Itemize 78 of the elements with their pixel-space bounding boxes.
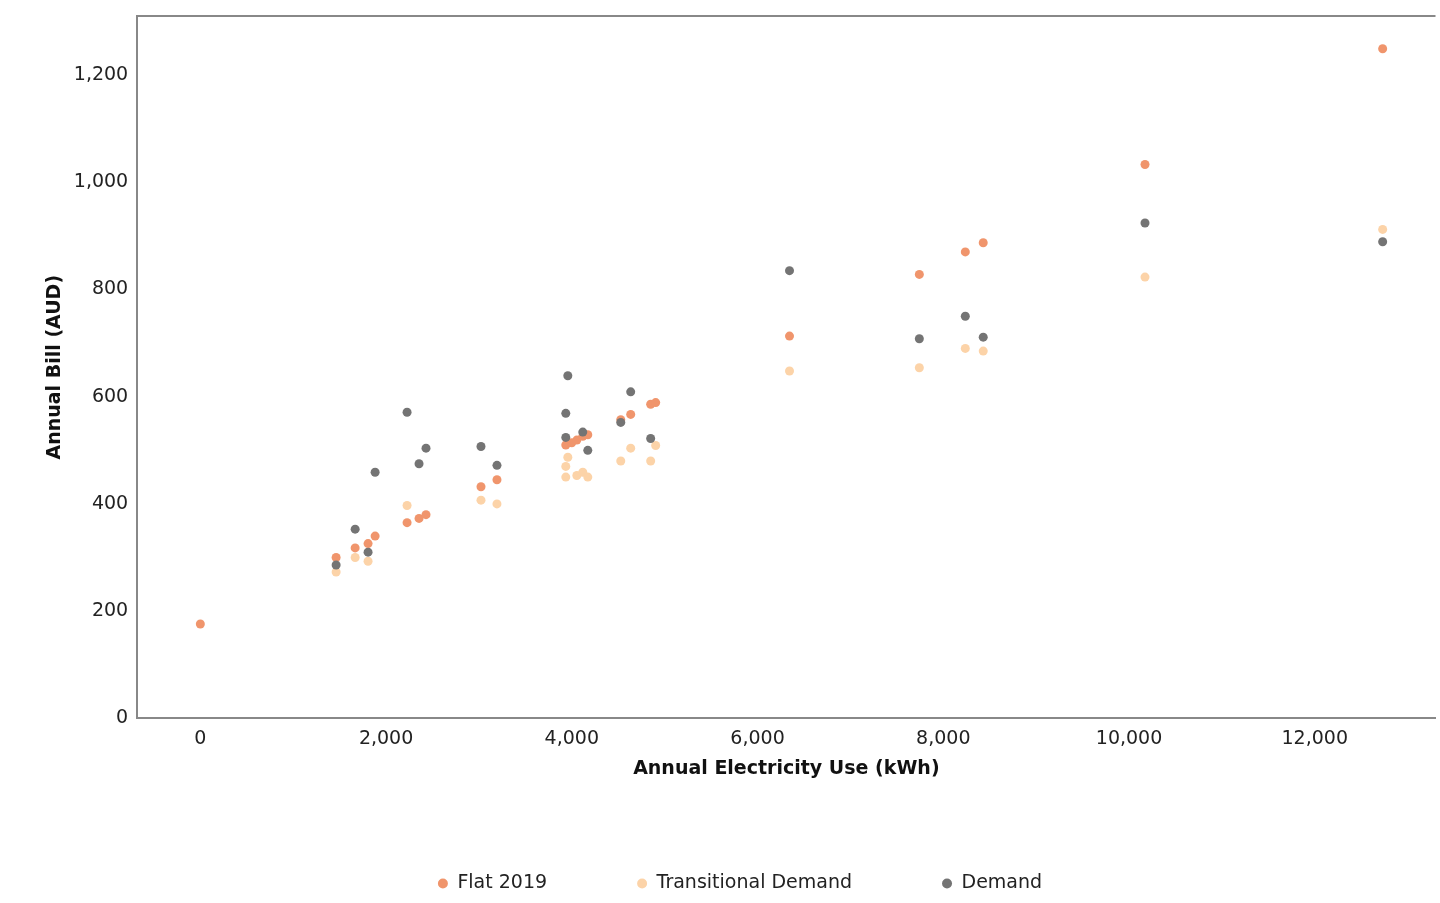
legend-label: Flat 2019 — [457, 870, 548, 893]
point — [1378, 44, 1388, 54]
point — [414, 459, 424, 469]
point — [960, 343, 970, 353]
point — [350, 543, 360, 553]
point — [978, 238, 988, 248]
y-tick-label: 400 — [91, 490, 129, 513]
x-tick-label: 2,000 — [358, 725, 414, 748]
legend-label: Demand — [961, 870, 1043, 893]
point — [363, 539, 373, 549]
point — [402, 518, 412, 528]
point — [350, 524, 360, 534]
point — [195, 619, 205, 629]
point — [492, 460, 502, 470]
point — [370, 467, 380, 477]
x-tick-label: 0 — [194, 725, 207, 748]
x-axis-title: Annual Electricity Use (kWh) — [633, 755, 940, 778]
point — [626, 387, 636, 397]
point — [651, 398, 661, 408]
point — [402, 501, 412, 511]
point — [785, 331, 794, 341]
point — [561, 472, 571, 482]
point — [578, 427, 588, 437]
point — [350, 553, 360, 563]
y-tick-label: 200 — [91, 598, 129, 621]
y-tick-label: 0 — [116, 705, 129, 728]
point — [646, 456, 656, 466]
point — [1378, 237, 1388, 247]
point — [960, 311, 970, 321]
point — [626, 443, 636, 453]
point — [785, 366, 794, 376]
point — [331, 553, 341, 563]
point — [476, 495, 486, 505]
x-tick-label: 4,000 — [544, 725, 600, 748]
point — [1140, 218, 1150, 228]
point — [785, 266, 794, 276]
point — [914, 363, 924, 373]
point — [331, 560, 341, 570]
point — [583, 445, 593, 455]
point — [960, 247, 970, 257]
point — [421, 510, 431, 520]
point — [646, 434, 656, 444]
x-tick-label: 10,000 — [1095, 725, 1163, 748]
x-tick-label: 12,000 — [1281, 725, 1349, 748]
point — [914, 334, 924, 344]
point — [583, 472, 593, 482]
point — [561, 461, 571, 471]
x-tick-label: 8,000 — [916, 725, 971, 748]
point — [476, 442, 486, 452]
y-axis-title: Annual Bill (AUD) — [42, 274, 65, 460]
point — [402, 407, 412, 417]
point — [476, 482, 486, 492]
point — [563, 371, 573, 381]
point — [561, 432, 571, 442]
point — [492, 475, 502, 485]
point — [363, 547, 373, 557]
point — [1378, 224, 1388, 234]
y-tick-label: 600 — [91, 383, 129, 406]
point — [492, 499, 502, 509]
point — [421, 443, 431, 453]
y-tick-label: 800 — [91, 276, 129, 299]
x-tick-label: 6,000 — [730, 725, 785, 748]
point — [1140, 272, 1150, 282]
point — [561, 408, 571, 418]
point — [414, 513, 424, 523]
point — [370, 531, 380, 541]
y-tick-label: 1,200 — [73, 61, 129, 84]
point — [978, 346, 988, 356]
point — [616, 456, 626, 466]
point — [914, 269, 924, 279]
point — [563, 452, 573, 462]
y-tick-label: 1,000 — [73, 169, 129, 192]
point — [1140, 160, 1150, 170]
point — [363, 556, 373, 566]
point — [626, 409, 636, 419]
point — [651, 440, 661, 450]
legend-label: Transitional Demand — [655, 870, 853, 893]
point — [978, 332, 988, 342]
